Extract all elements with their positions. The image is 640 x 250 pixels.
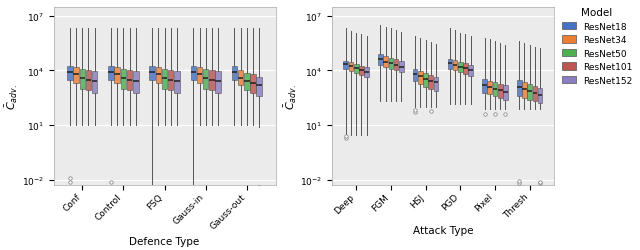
Bar (257, 78, 262, 96)
Bar (250, 75, 256, 93)
Bar (74, 68, 79, 84)
Bar (488, 81, 492, 95)
Bar (344, 61, 348, 70)
Bar (196, 68, 202, 84)
Bar (209, 71, 214, 91)
X-axis label: Attack Type: Attack Type (413, 225, 473, 235)
Bar (67, 66, 73, 81)
Point (535, 181, 545, 185)
Bar (127, 71, 132, 91)
Bar (354, 65, 358, 74)
Point (106, 180, 116, 184)
Bar (428, 76, 433, 90)
Point (340, 136, 351, 140)
Point (535, 180, 545, 184)
Bar (215, 72, 221, 93)
Bar (121, 70, 126, 89)
Legend: ResNet18, ResNet34, ResNet50, ResNet101, ResNet152: ResNet18, ResNet34, ResNet50, ResNet101,… (559, 4, 636, 89)
Bar (108, 66, 114, 81)
Bar (133, 72, 138, 93)
Bar (482, 80, 487, 93)
Bar (522, 83, 527, 99)
Bar (463, 64, 468, 74)
Y-axis label: $\bar{C}_{adv.}$: $\bar{C}_{adv.}$ (282, 84, 298, 110)
Point (490, 113, 500, 117)
Bar (394, 60, 399, 71)
Bar (149, 66, 155, 81)
Bar (447, 59, 452, 70)
Bar (86, 71, 92, 91)
Bar (238, 71, 243, 86)
Point (479, 113, 490, 117)
Bar (434, 78, 438, 92)
Point (500, 113, 511, 117)
Bar (162, 70, 167, 89)
Point (254, 188, 264, 192)
Bar (203, 70, 209, 89)
Bar (423, 74, 428, 88)
Bar (532, 87, 537, 102)
Bar (399, 62, 404, 73)
Bar (458, 62, 463, 73)
Bar (79, 70, 85, 89)
Bar (364, 68, 369, 78)
X-axis label: Defence Type: Defence Type (129, 236, 200, 246)
Bar (92, 72, 97, 93)
Bar (388, 59, 393, 70)
Bar (452, 60, 458, 71)
Bar (493, 83, 497, 96)
Bar (468, 66, 473, 76)
Bar (359, 66, 364, 76)
Y-axis label: $\bar{C}_{adv.}$: $\bar{C}_{adv.}$ (4, 84, 20, 110)
Bar (349, 63, 353, 72)
Point (340, 134, 351, 138)
Bar (168, 71, 173, 91)
Bar (232, 66, 237, 81)
Point (65, 180, 75, 184)
Bar (156, 68, 161, 84)
Bar (115, 68, 120, 84)
Bar (383, 57, 388, 68)
Point (410, 108, 420, 112)
Point (410, 111, 420, 115)
Bar (191, 66, 196, 81)
Bar (378, 55, 383, 66)
Point (514, 179, 524, 183)
Bar (527, 85, 532, 100)
Bar (413, 70, 417, 82)
Bar (498, 84, 502, 99)
Point (65, 177, 75, 181)
Bar (503, 86, 508, 100)
Bar (174, 72, 180, 93)
Point (254, 185, 264, 189)
Bar (244, 74, 250, 91)
Bar (418, 72, 422, 85)
Bar (538, 88, 543, 104)
Point (514, 181, 524, 185)
Point (426, 110, 436, 114)
Bar (517, 81, 522, 96)
